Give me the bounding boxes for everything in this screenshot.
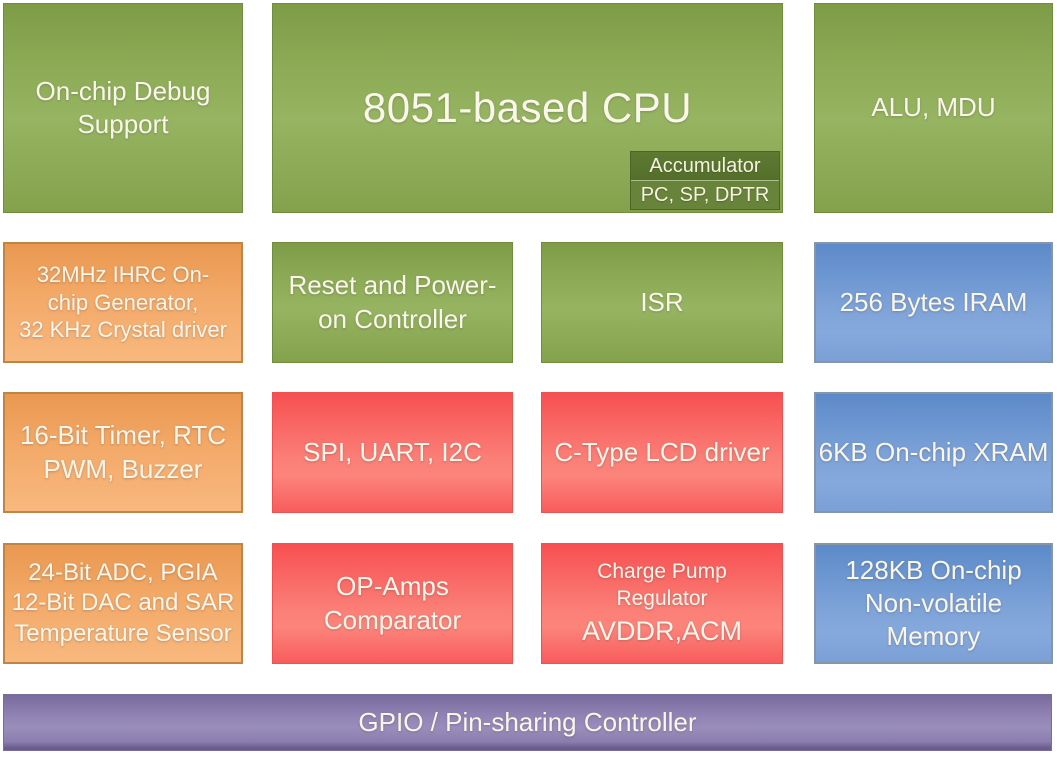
block-nonvolatile-memory: 128KB On-chip Non-volatile Memory (814, 543, 1053, 664)
cpu-register-box: Accumulator PC, SP, DPTR (630, 151, 780, 210)
block-clock-generator: 32MHz IHRC On- chip Generator, 32 KHz Cr… (3, 242, 243, 363)
block-charge-pump-label: Charge Pump Regulator (597, 559, 727, 610)
block-opamps-label: OP-Amps Comparator (323, 571, 462, 635)
block-gpio-controller-label: GPIO / Pin-sharing Controller (358, 706, 697, 737)
block-charge-pump-sublabel: AVDDR,ACM (581, 616, 742, 647)
block-iram: 256 Bytes IRAM (814, 242, 1053, 363)
block-isr-label: ISR (640, 286, 684, 317)
block-gpio-controller: GPIO / Pin-sharing Controller (3, 694, 1052, 751)
block-xram-label: 6KB On-chip XRAM (818, 436, 1049, 467)
block-alu-mdu: ALU, MDU (814, 3, 1053, 213)
block-charge-pump: Charge Pump Regulator AVDDR,ACM (541, 543, 783, 664)
block-isr: ISR (541, 242, 783, 363)
block-opamps: OP-Amps Comparator (272, 543, 513, 664)
block-lcd-driver-label: C-Type LCD driver (554, 436, 770, 467)
block-analog-frontend-label: 24-Bit ADC, PGIA 12-Bit DAC and SAR Temp… (11, 558, 235, 647)
cpu-accumulator-label: Accumulator (631, 152, 779, 180)
block-serial-interfaces: SPI, UART, I2C (272, 392, 513, 513)
block-reset-controller: Reset and Power- on Controller (272, 242, 513, 363)
block-debug-support: On-chip Debug Support (3, 3, 243, 213)
block-timer: 16-Bit Timer, RTC PWM, Buzzer (3, 392, 243, 513)
block-timer-label: 16-Bit Timer, RTC PWM, Buzzer (19, 420, 227, 484)
block-serial-interfaces-label: SPI, UART, I2C (303, 436, 482, 467)
block-iram-label: 256 Bytes IRAM (839, 286, 1028, 317)
block-xram: 6KB On-chip XRAM (814, 392, 1053, 513)
block-analog-frontend: 24-Bit ADC, PGIA 12-Bit DAC and SAR Temp… (3, 543, 243, 664)
block-alu-mdu-label: ALU, MDU (871, 92, 996, 123)
block-reset-controller-label: Reset and Power- on Controller (288, 270, 497, 334)
cpu-registers-label: PC, SP, DPTR (631, 180, 779, 209)
block-lcd-driver: C-Type LCD driver (541, 392, 783, 513)
block-nonvolatile-memory-label: 128KB On-chip Non-volatile Memory (845, 554, 1022, 651)
cpu-title: 8051-based CPU (362, 84, 693, 132)
block-debug-support-label: On-chip Debug Support (35, 75, 211, 139)
block-cpu: 8051-based CPU Accumulator PC, SP, DPTR (272, 3, 783, 213)
block-clock-generator-label: 32MHz IHRC On- chip Generator, 32 KHz Cr… (19, 261, 227, 343)
